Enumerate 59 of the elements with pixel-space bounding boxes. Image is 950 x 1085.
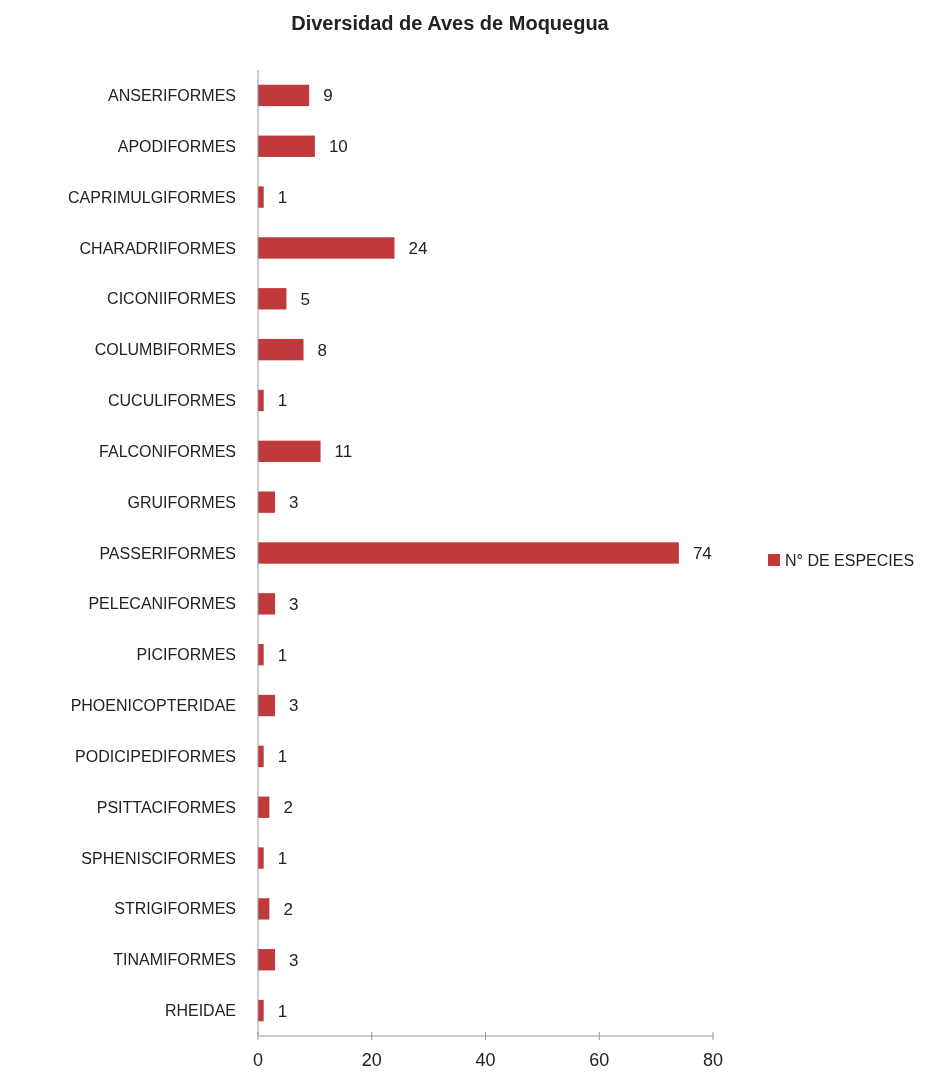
bar — [258, 847, 264, 869]
data-label: 24 — [408, 238, 428, 258]
x-tick-label: 80 — [702, 1050, 724, 1070]
chart-title: Diversidad de Aves de Moquegua — [291, 12, 610, 34]
data-label: 3 — [289, 594, 299, 614]
y-tick-label: CUCULIFORMES — [107, 392, 236, 410]
y-tick-label: RHEIDAE — [164, 1002, 236, 1020]
y-tick-label: PELECANIFORMES — [88, 595, 236, 613]
data-label: 1 — [277, 1001, 288, 1021]
x-tick-label: 40 — [475, 1050, 496, 1070]
bar — [258, 288, 287, 310]
y-tick-label: PICIFORMES — [136, 646, 236, 664]
y-tick-label: TINAMIFORMES — [113, 951, 236, 969]
data-label: 3 — [289, 950, 299, 970]
bar — [258, 593, 276, 615]
data-label: 2 — [283, 798, 293, 818]
data-label: 3 — [289, 696, 299, 716]
y-tick-label: COLUMBIFORMES — [94, 341, 236, 359]
x-tick-label: 20 — [361, 1050, 382, 1070]
y-tick-label: PODICIPEDIFORMES — [75, 747, 236, 765]
bar — [258, 694, 276, 717]
bar — [258, 542, 679, 564]
data-label: 10 — [328, 137, 348, 157]
data-label: 1 — [277, 391, 288, 411]
x-tick-label: 60 — [589, 1050, 610, 1070]
data-label: 8 — [317, 340, 327, 360]
data-label: 1 — [277, 645, 288, 665]
data-label: 1 — [277, 747, 288, 767]
y-tick-label: CHARADRIIFORMES — [79, 239, 236, 257]
y-tick-label: PASSERIFORMES — [99, 544, 236, 562]
x-tick-label: 0 — [252, 1050, 264, 1070]
y-tick-label: ANSERIFORMES — [107, 87, 236, 105]
data-label: 2 — [283, 899, 293, 919]
y-tick-label: CAPRIMULGIFORMES — [67, 188, 236, 206]
data-label: 3 — [289, 493, 299, 513]
data-label: 9 — [323, 86, 333, 106]
y-tick-label: STRIGIFORMES — [114, 900, 236, 918]
bar — [258, 338, 304, 361]
data-label: 11 — [334, 442, 353, 462]
bar — [258, 237, 395, 259]
bar — [258, 898, 270, 920]
data-label: 74 — [692, 543, 712, 563]
y-tick-label: APODIFORMES — [117, 137, 236, 155]
bar — [258, 135, 315, 157]
y-tick-label: SPHENISCIFORMES — [81, 849, 236, 867]
legend-label: N° DE ESPECIES — [785, 551, 915, 569]
y-tick-label: GRUIFORMES — [127, 493, 236, 511]
y-tick-label: FALCONIFORMES — [99, 442, 236, 460]
y-tick-label: CICONIIFORMES — [107, 290, 236, 308]
data-label: 1 — [277, 849, 288, 868]
bar — [258, 186, 264, 208]
bar — [258, 491, 276, 513]
y-tick-label: PSITTACIFORMES — [96, 798, 236, 816]
data-label: 5 — [300, 289, 310, 309]
y-tick-label: PHOENICOPTERIDAE — [70, 697, 236, 715]
bar — [258, 84, 310, 107]
bar — [258, 440, 321, 462]
data-label: 1 — [277, 188, 288, 208]
bar — [258, 949, 276, 971]
